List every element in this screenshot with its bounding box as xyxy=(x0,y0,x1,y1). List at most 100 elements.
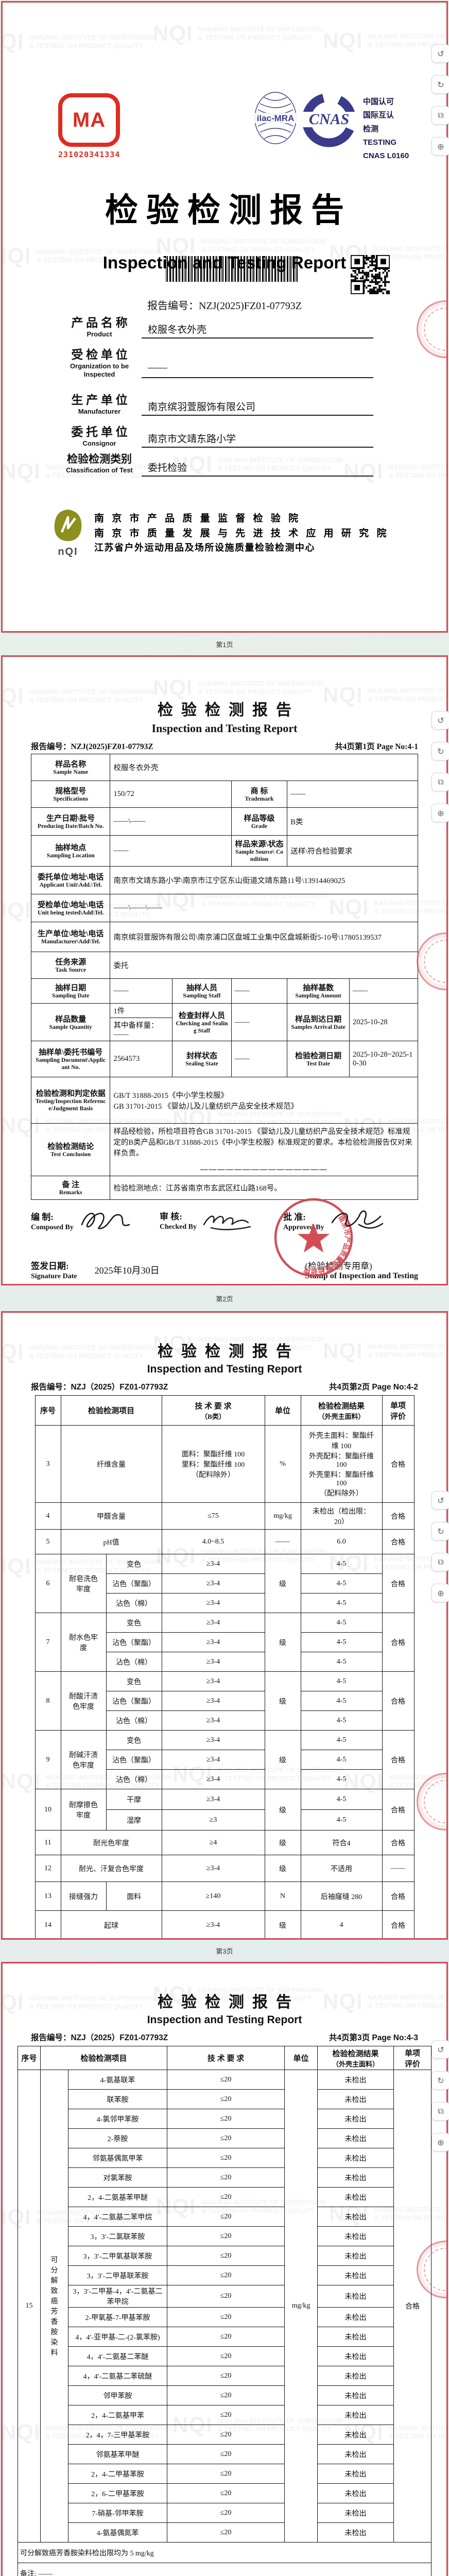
page-number: 共4页第2页 Page No:4-2 xyxy=(329,1383,418,1392)
requirement: ≥4 xyxy=(161,1830,265,1855)
sub-item-name: 4-氯邻甲苯胺 xyxy=(68,2109,167,2129)
item-name: 甲醛含量 xyxy=(60,1502,162,1530)
sub-item-name: 邻甲苯胺 xyxy=(68,2385,167,2405)
watermark-logo: NQI xyxy=(153,21,193,45)
unit: 级 xyxy=(264,1554,301,1613)
cnas-text-line: 中国认可 xyxy=(363,97,394,106)
result: 未检出 xyxy=(317,2425,394,2445)
zoom-in-button[interactable]: ⊕ xyxy=(431,2133,449,2151)
result: 4-5 xyxy=(300,1554,383,1574)
result: 4 xyxy=(300,1910,383,1938)
ilac-label: ilac-MRA xyxy=(257,113,295,123)
barcode xyxy=(166,256,298,282)
result: 未检出 xyxy=(317,2148,394,2168)
cnas-logo-icon: CNAS xyxy=(300,91,358,151)
evaluation: 合格 xyxy=(382,1554,415,1613)
result: 4-5 xyxy=(300,1691,383,1711)
requirement: ≤20 xyxy=(167,2070,285,2090)
composed-by: 编 制: Composed By xyxy=(31,1207,160,1234)
cover-field-value: 南京缤羽萱服饰有限公司 xyxy=(142,397,373,416)
copy-page-button[interactable]: ⧉ xyxy=(431,773,449,791)
info-label-cell: 抽样基数 Sampling Amount xyxy=(287,978,350,1004)
remark: 备注: —— xyxy=(18,2563,431,2576)
result: 未检出 xyxy=(317,2522,394,2543)
item-name: 耐酸汗渍 色牢度 xyxy=(60,1671,107,1731)
info-value-cell: —— xyxy=(110,835,232,867)
result: 未检出 xyxy=(317,2405,394,2425)
copy-page-button[interactable]: ⧉ xyxy=(431,2102,449,2121)
row-no: 15 xyxy=(18,2070,41,2543)
sub-item-name: 4，4′-二氨基二苯硫醚 xyxy=(68,2366,167,2386)
requirement: ≥3-4 xyxy=(161,1730,265,1750)
copy-page-button[interactable]: ⧉ xyxy=(431,106,449,125)
result: 4-5 xyxy=(300,1769,383,1789)
rotate-right-button[interactable]: ↻ xyxy=(431,2071,449,2090)
requirement: ≥3-4 xyxy=(161,1613,265,1633)
cnas-accreditation-text: 中国认可 国际互认 检测 TESTING CNAS L0160 xyxy=(363,95,409,163)
zoom-in-button[interactable]: ⊕ xyxy=(431,137,449,156)
sub-item-name: 沾色（棉） xyxy=(106,1652,162,1672)
sub-item-name: 2，4-二氨基甲苯 xyxy=(68,2405,167,2425)
result: 未检出 xyxy=(317,2285,394,2308)
info-value-cell: 南京市文靖东路小学\南京市江宁区东山街道文靖东路11号\13914469025 xyxy=(110,866,418,894)
result: 4-5 xyxy=(300,1613,383,1633)
info-label-cell: 备 注 Remarks xyxy=(30,1176,111,1200)
result: 未检出 xyxy=(317,2207,394,2227)
report-number: 报告编号：NZJ（2025）FZ01-07793Z xyxy=(31,2033,168,2042)
result: 4-5 xyxy=(300,1593,383,1613)
evaluation: 合格 xyxy=(382,1529,415,1554)
row-no: 8 xyxy=(34,1671,61,1731)
info-value-cell: B类 xyxy=(287,807,418,836)
rotate-left-button[interactable]: ↺ xyxy=(431,711,449,730)
copy-page-button[interactable]: ⧉ xyxy=(431,1553,449,1571)
rotate-left-button[interactable]: ↺ xyxy=(431,2040,449,2059)
composed-signature xyxy=(81,1213,130,1229)
info-label-cell: 委托单位\地址\电话 Applicant Unit\Add.\Tel. xyxy=(30,866,111,894)
zoom-in-button[interactable]: ⊕ xyxy=(431,804,449,822)
requirement: ≤20 xyxy=(167,2226,285,2246)
cover-field-label: 受 检 单 位 Organization to be Inspected xyxy=(60,345,139,379)
requirement: ≥3-4 xyxy=(161,1632,265,1652)
cover-field: 检验检测类别 Classification of Test 委托检验 xyxy=(3,451,446,477)
result: 未检出 xyxy=(317,2128,394,2148)
result: 4-5 xyxy=(300,1730,383,1750)
rotate-left-button[interactable]: ↺ xyxy=(431,44,449,63)
cover-field-value: —— xyxy=(142,360,373,378)
results-header-cell: 检验检测项目 xyxy=(60,1395,162,1426)
zoom-in-button[interactable]: ⊕ xyxy=(431,1584,449,1602)
info-value-cell: ——\—— xyxy=(110,807,232,836)
result: 未检出 xyxy=(317,2226,394,2246)
sub-item-name: 沾色（聚酯） xyxy=(106,1691,162,1711)
rotate-left-button[interactable]: ↺ xyxy=(431,1491,449,1510)
unit: mg/kg xyxy=(284,2070,318,2543)
evaluation: 合格 xyxy=(382,1882,415,1911)
requirement: ≥3-4 xyxy=(161,1769,265,1789)
requirement: ≥3-4 xyxy=(161,1710,265,1731)
evaluation: 合格 xyxy=(382,1613,415,1672)
cover-field-value: 校服冬衣外壳 xyxy=(142,320,373,338)
requirement: ≤20 xyxy=(167,2483,285,2503)
rotate-right-button[interactable]: ↻ xyxy=(431,742,449,760)
checked-signature xyxy=(203,1215,251,1230)
info-label-cell: 生产日期\批号 Producing Date/Batch No. xyxy=(30,807,111,836)
results-table-1: 序号 检验检测项目技 术 要 求（B类） 单位 检验检测结果 （外壳主面料） 单项 评价 3 纤… xyxy=(34,1395,415,1938)
rotate-right-button[interactable]: ↻ xyxy=(431,1522,449,1540)
unit: 级 xyxy=(264,1671,301,1731)
info-label-cell: 任务来源 Task Source xyxy=(30,952,111,979)
sub-item-name: 3，3′-二甲氧基联苯胺 xyxy=(68,2246,167,2266)
sub-item-name: 2，4-二氨基苯甲醚 xyxy=(68,2187,167,2207)
result: 4-5 xyxy=(300,1809,383,1831)
rotate-right-button[interactable]: ↻ xyxy=(431,75,449,94)
result: 未检出 xyxy=(317,2503,394,2523)
cover-field-label: 产 品 名 称 Product xyxy=(60,313,139,338)
cover-field: 产 品 名 称 Product 校服冬衣外壳 xyxy=(3,313,446,338)
info-value-cell: —— xyxy=(231,978,288,1004)
requirement: ≤20 xyxy=(167,2246,285,2266)
unit: 级 xyxy=(264,1910,301,1938)
results-header-cell: 技 术 要 求（B类） xyxy=(161,1395,265,1426)
result: 外壳主面料：聚酯纤 维 100 外壳配料：聚酯纤维 100 外壳里料：聚酯纤维 … xyxy=(300,1425,383,1503)
evaluation: 合格 xyxy=(382,1789,415,1831)
sub-item-name: 2，4，7-三甲基苯胺 xyxy=(68,2425,167,2445)
